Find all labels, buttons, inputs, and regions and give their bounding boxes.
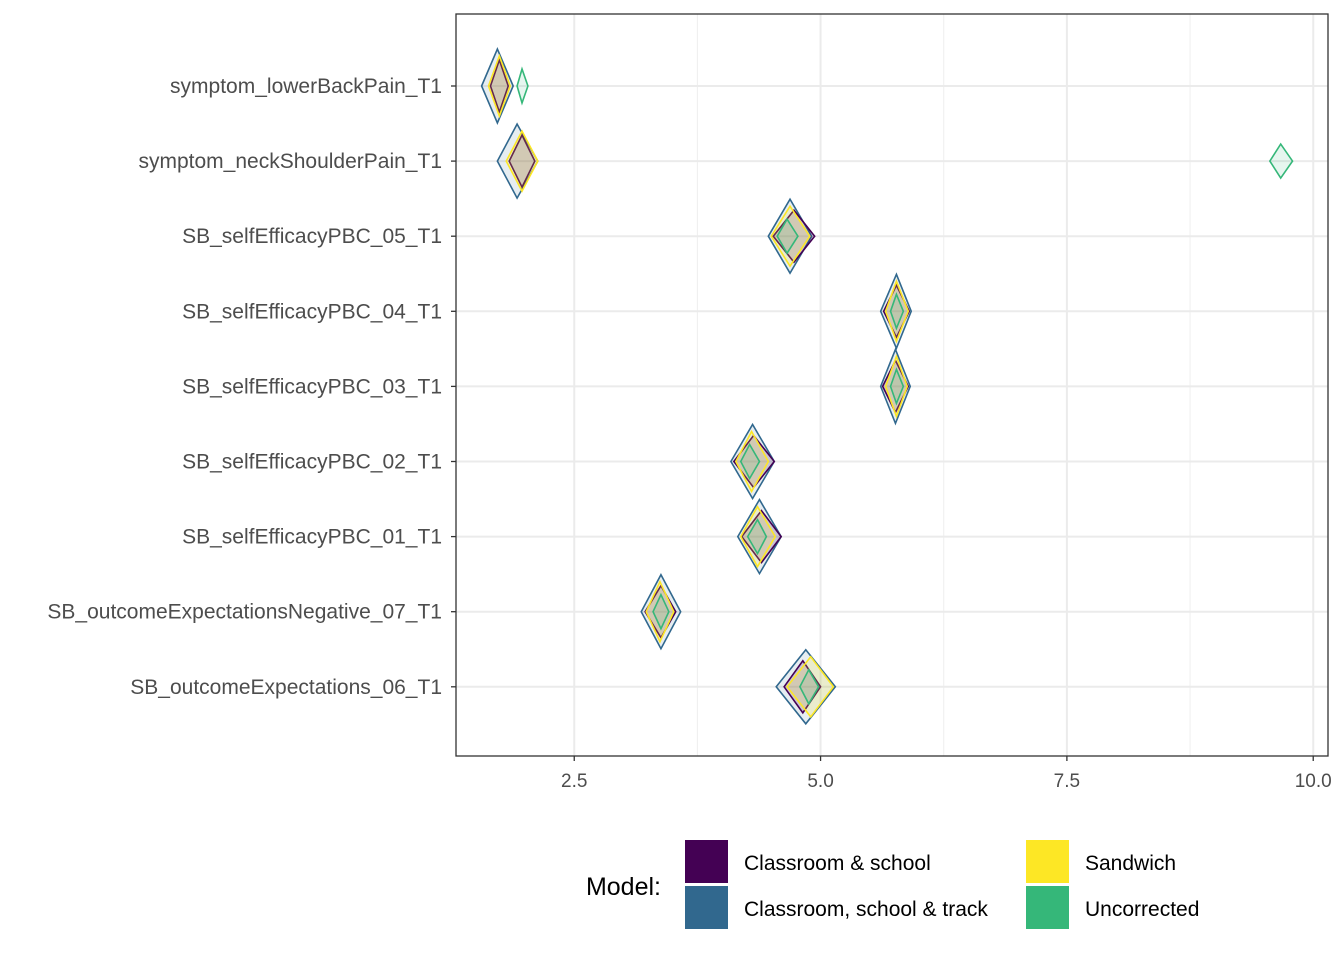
diamond-marks bbox=[480, 46, 1294, 726]
diamond-mark bbox=[775, 648, 837, 726]
diamond-mark bbox=[487, 53, 512, 119]
diamond-mark bbox=[734, 429, 770, 494]
diamond-mark bbox=[739, 504, 777, 569]
diamond-mark bbox=[652, 592, 670, 631]
diamond-mark bbox=[516, 66, 529, 106]
diamond-mark bbox=[884, 279, 910, 344]
diamond-mark bbox=[1268, 142, 1294, 180]
legend-key bbox=[1026, 840, 1069, 883]
diamond-mark bbox=[884, 354, 909, 419]
diamond-mark bbox=[879, 272, 913, 351]
x-tick-label: 2.5 bbox=[561, 771, 587, 792]
x-tick-label: 10.0 bbox=[1295, 771, 1332, 792]
y-tick-label: symptom_neckShoulderPain_T1 bbox=[139, 150, 443, 173]
diamond-mark bbox=[889, 367, 905, 406]
diamond-mark bbox=[739, 442, 761, 481]
x-tick-label: 7.5 bbox=[1054, 771, 1080, 792]
legend-label: Uncorrected bbox=[1085, 898, 1199, 921]
legend-key bbox=[1026, 886, 1069, 929]
legend-label: Classroom, school & track bbox=[744, 898, 988, 921]
x-tick-label: 5.0 bbox=[807, 771, 833, 792]
legend-label: Sandwich bbox=[1085, 852, 1176, 875]
legend-key bbox=[685, 840, 728, 883]
diamond-mark bbox=[740, 509, 783, 564]
y-tick-label: SB_selfEfficacyPBC_05_T1 bbox=[182, 225, 442, 248]
y-tick-label: SB_outcomeExpectationsNegative_07_T1 bbox=[47, 601, 442, 624]
y-tick-label: SB_selfEfficacyPBC_01_T1 bbox=[182, 526, 442, 549]
y-tick-label: SB_selfEfficacyPBC_04_T1 bbox=[182, 300, 442, 323]
diamond-mark bbox=[770, 204, 811, 268]
legend-label: Classroom & school bbox=[744, 852, 931, 875]
diamond-mark bbox=[505, 129, 539, 193]
diamond-mark bbox=[746, 517, 768, 556]
legend: Model: Classroom & school Classroom, scho… bbox=[586, 840, 1199, 929]
diamond-mark bbox=[786, 655, 835, 719]
diamond-mark bbox=[879, 347, 912, 426]
diamond-mark bbox=[508, 133, 536, 189]
plot-panel-border bbox=[455, 13, 1329, 757]
diamond-mark bbox=[889, 292, 905, 331]
diamond-mark bbox=[798, 668, 820, 706]
diamond-mark bbox=[489, 57, 510, 115]
diamond-mark bbox=[776, 217, 799, 255]
y-tick-label: SB_selfEfficacyPBC_02_T1 bbox=[182, 451, 442, 474]
diamond-mark bbox=[732, 434, 776, 489]
diamond-mark bbox=[480, 46, 515, 126]
diamond-mark bbox=[640, 572, 682, 651]
legend-key bbox=[685, 886, 728, 929]
legend-title: Model: bbox=[586, 873, 661, 901]
y-axis: symptom_lowerBackPain_T1 symptom_neckShou… bbox=[47, 75, 456, 699]
y-tick-label: symptom_lowerBackPain_T1 bbox=[170, 75, 442, 98]
y-tick-label: SB_selfEfficacyPBC_03_T1 bbox=[182, 375, 442, 398]
x-axis: 2.5 5.0 7.5 10.0 bbox=[561, 756, 1332, 792]
grid-major bbox=[456, 14, 1328, 756]
y-tick-label: SB_outcomeExpectations_06_T1 bbox=[130, 676, 442, 699]
grid-minor bbox=[696, 14, 1191, 756]
diamond-mark bbox=[645, 579, 675, 644]
